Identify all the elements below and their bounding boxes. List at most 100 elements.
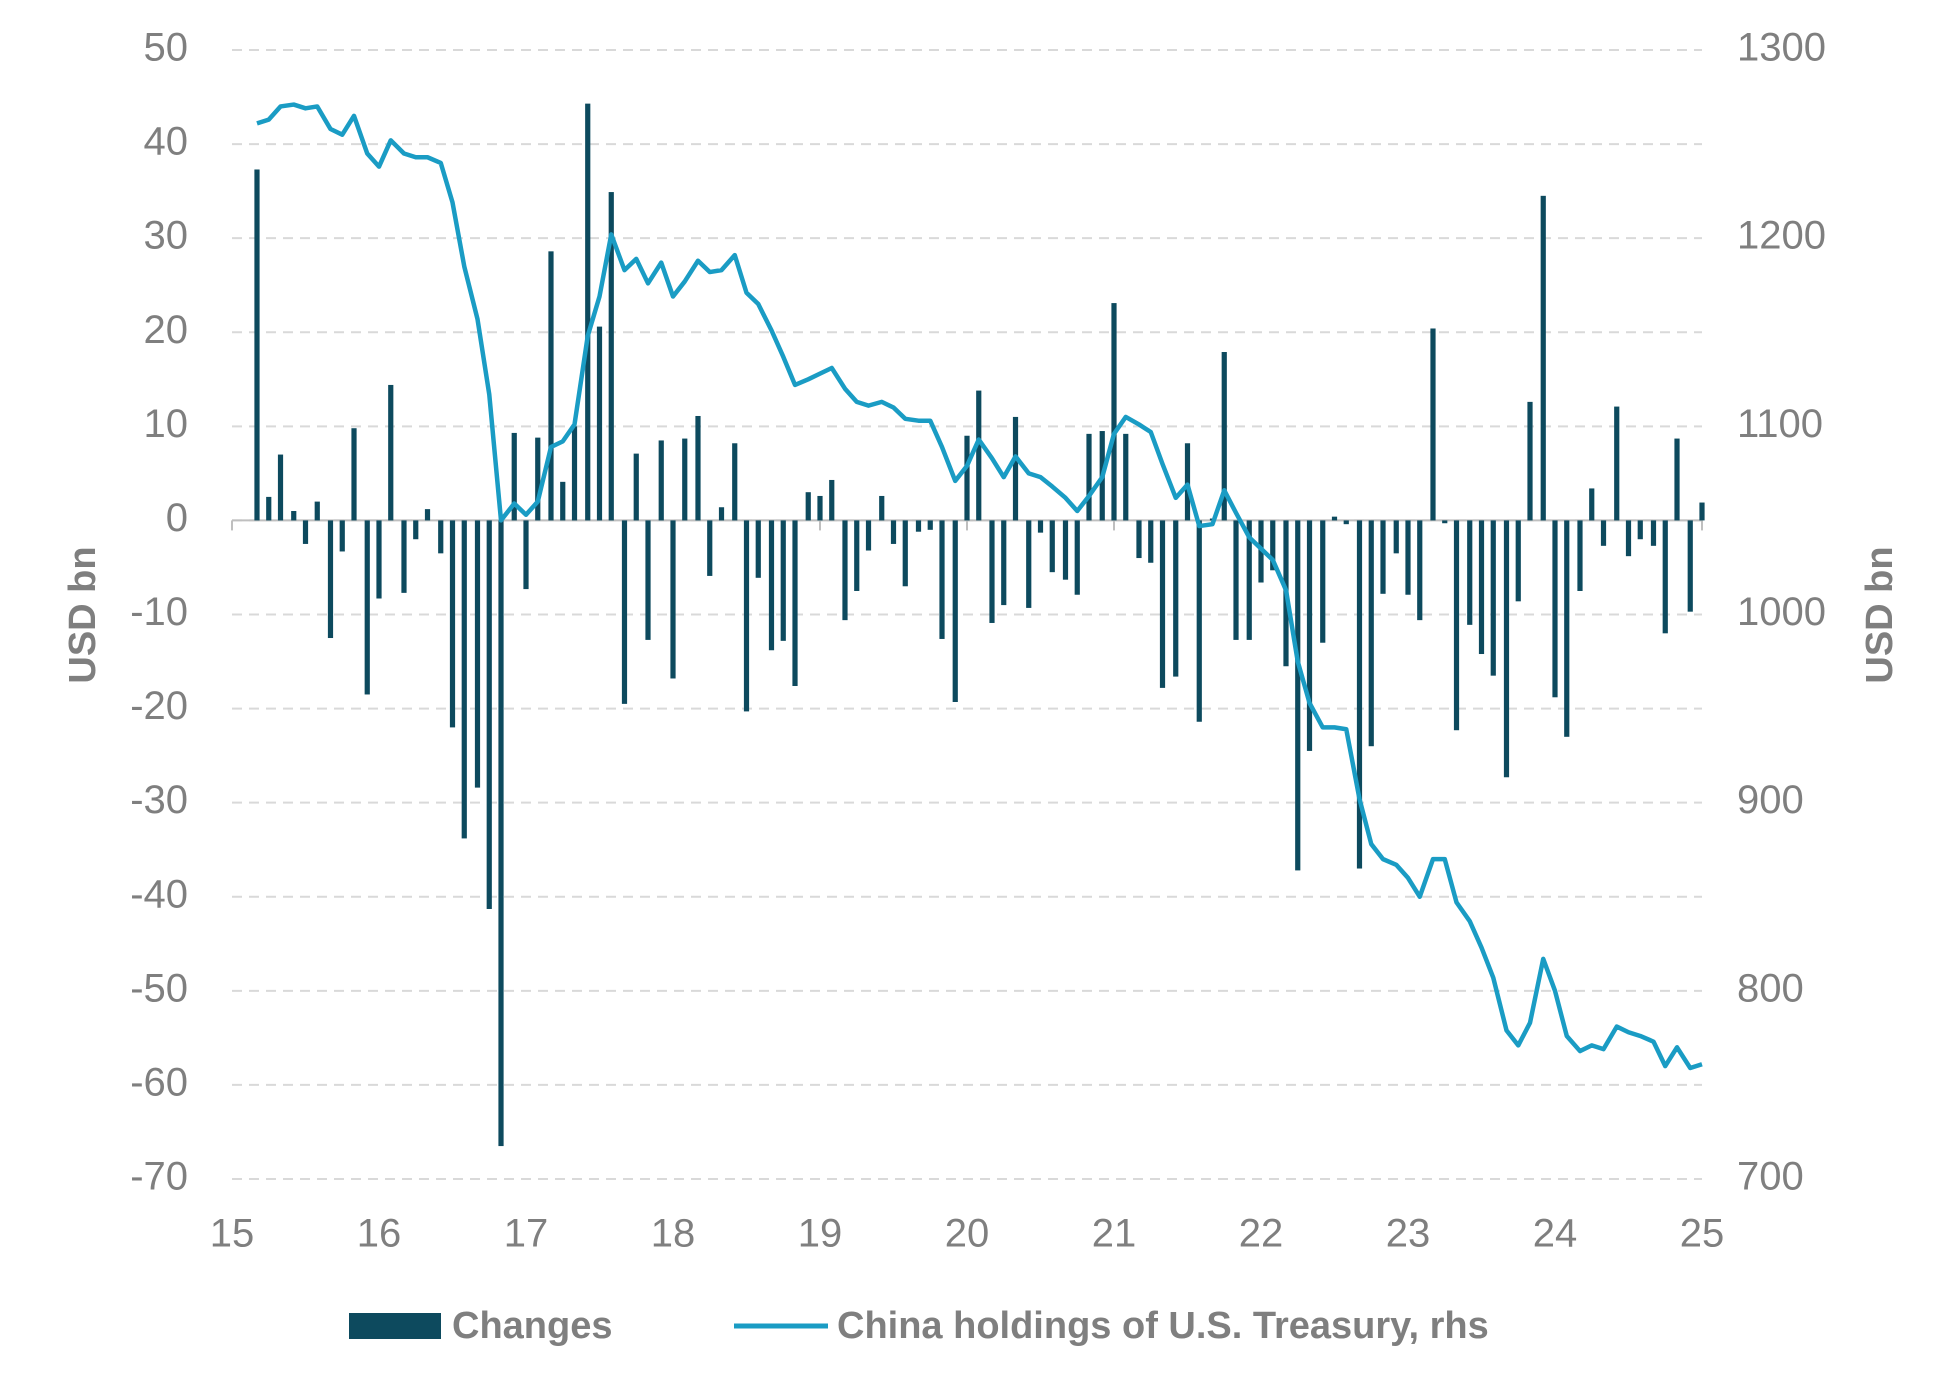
y2-tick-label: 800 [1737, 966, 1804, 1010]
y-axis-title: USD bn [62, 546, 104, 683]
bar [254, 169, 260, 521]
bar [792, 520, 798, 687]
bar [1589, 488, 1595, 521]
bar [314, 501, 320, 521]
bar [364, 520, 370, 695]
bar [1405, 520, 1411, 595]
bar [989, 520, 995, 623]
y2-tick-label: 1000 [1737, 590, 1826, 634]
bar [302, 520, 309, 544]
bar [645, 520, 651, 640]
bar [1148, 520, 1154, 563]
bar [743, 520, 750, 712]
bar [805, 492, 811, 521]
bar [608, 192, 614, 521]
bar [1331, 516, 1338, 521]
bar [1196, 520, 1202, 722]
bar [535, 437, 541, 521]
bar [1221, 352, 1227, 521]
bar [1699, 502, 1705, 521]
bar [1614, 406, 1620, 521]
y-tick-label: -60 [130, 1060, 188, 1104]
bar [1320, 520, 1326, 643]
bar [1111, 303, 1117, 521]
y-tick-label: -20 [130, 684, 188, 728]
y-tick-label: 30 [144, 214, 189, 258]
y2-tick-label: 1100 [1737, 402, 1823, 446]
bar [1295, 520, 1301, 871]
bar [1564, 520, 1570, 737]
bar [291, 511, 297, 521]
bar [351, 428, 357, 521]
bar [1453, 520, 1460, 731]
y-tick-label: 0 [166, 496, 188, 540]
x-tick-label: 18 [651, 1212, 696, 1256]
y-tick-label: 40 [144, 120, 189, 164]
bar [732, 443, 738, 521]
bar [560, 481, 566, 521]
y2-tick-label: 900 [1737, 778, 1804, 822]
bar [424, 509, 431, 521]
y-tick-label: -70 [130, 1155, 188, 1199]
bar [486, 520, 492, 909]
bar [976, 390, 982, 521]
bar [621, 520, 628, 704]
bar [1173, 520, 1179, 677]
bar [1049, 520, 1055, 573]
bar [1123, 433, 1129, 521]
bar [1012, 416, 1019, 521]
bar [1393, 520, 1399, 554]
bar [682, 438, 688, 521]
bar [902, 520, 908, 587]
x-tick-label: 17 [504, 1212, 549, 1256]
bar [1062, 520, 1069, 580]
legend-label: Changes [452, 1305, 612, 1347]
bar [1515, 520, 1521, 602]
bar [1527, 401, 1533, 521]
bar [339, 520, 345, 552]
bar [413, 520, 419, 540]
bar [695, 415, 701, 521]
bar [1246, 520, 1252, 640]
y-tick-label: -30 [130, 778, 188, 822]
legend-label: China holdings of U.S. Treasury, rhs [837, 1305, 1489, 1347]
bar [571, 426, 578, 521]
bar [915, 520, 922, 532]
bar [1037, 520, 1044, 533]
bar [1478, 520, 1485, 655]
x-tick-label: 19 [798, 1212, 843, 1256]
bar [1552, 520, 1558, 698]
x-tick-label: 15 [210, 1212, 255, 1256]
bar [842, 520, 848, 621]
x-tick-label: 20 [945, 1212, 990, 1256]
bar [670, 520, 676, 679]
x-tick-label: 22 [1239, 1212, 1284, 1256]
y-tick-label: -40 [130, 872, 188, 916]
bar [1625, 520, 1632, 557]
bar [511, 432, 517, 521]
bar [1540, 195, 1546, 521]
bar [1026, 520, 1032, 608]
bar [1074, 520, 1080, 595]
bar [718, 507, 725, 521]
bar [266, 496, 272, 521]
bar [401, 520, 407, 593]
x-tick-label: 25 [1680, 1212, 1725, 1256]
bar [388, 384, 394, 521]
y-tick-label: 10 [144, 402, 189, 446]
bar [952, 520, 958, 702]
bar [829, 479, 835, 521]
bar [461, 520, 467, 839]
bar [1674, 438, 1680, 521]
bar [548, 251, 554, 521]
y2-tick-label: 1300 [1737, 26, 1826, 70]
bar [1306, 520, 1313, 751]
bar [1270, 520, 1276, 571]
bar [1637, 520, 1643, 540]
bar [964, 435, 970, 521]
bar [1380, 520, 1386, 594]
bar [707, 520, 713, 576]
x-tick-label: 21 [1092, 1212, 1137, 1256]
bar [865, 520, 872, 551]
